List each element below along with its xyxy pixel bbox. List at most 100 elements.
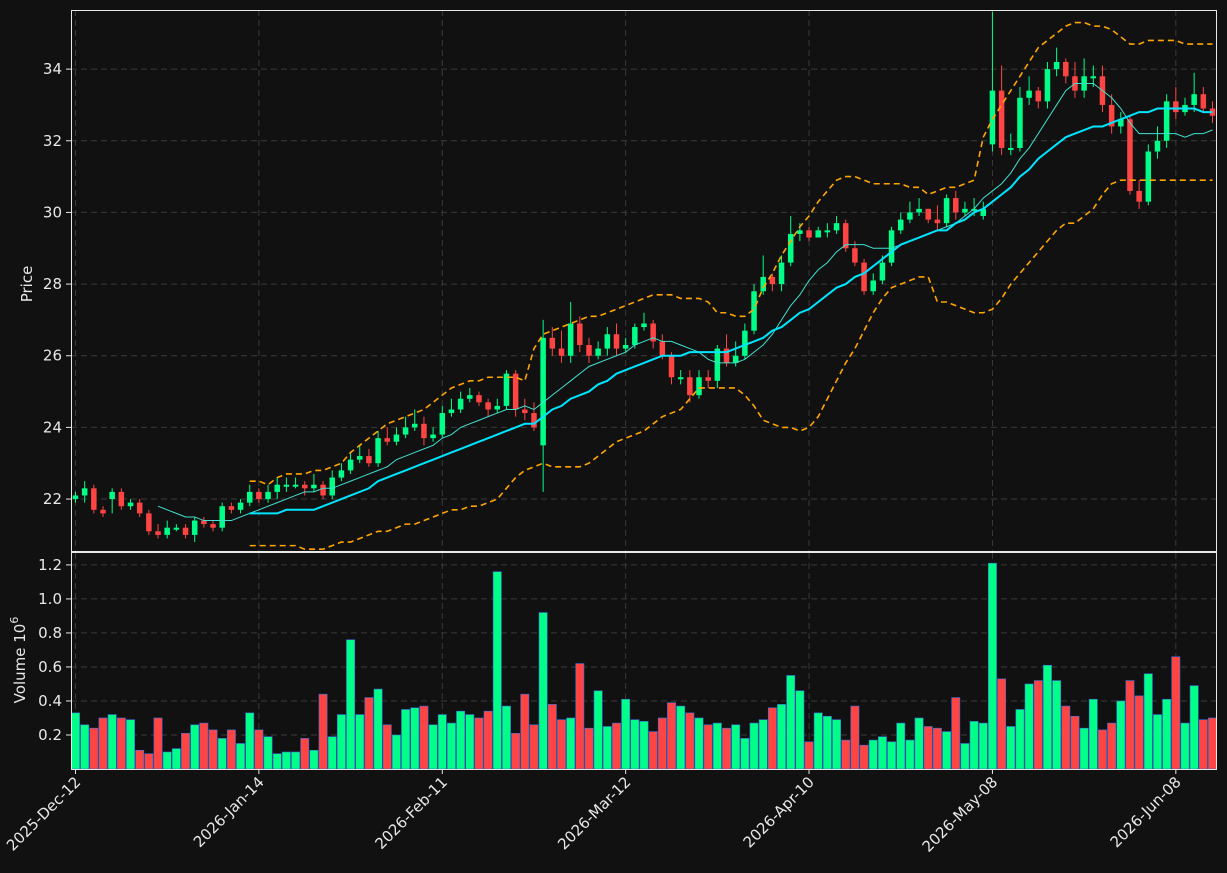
candle-body <box>567 323 574 356</box>
volume-bar <box>942 731 952 770</box>
volume-bar <box>1052 680 1062 770</box>
volume-tick-label: 0.6 <box>38 658 62 676</box>
volume-bar <box>1107 722 1117 770</box>
volume-bar <box>98 717 108 770</box>
volume-bar <box>557 719 566 770</box>
volume-axis-title: Volume <box>11 648 29 704</box>
candle-body <box>705 377 711 381</box>
candle-body <box>1108 104 1115 127</box>
candle-body <box>760 276 766 292</box>
candle-body <box>888 230 895 263</box>
bollinger-upper-band <box>249 21 1213 486</box>
candle-body <box>1044 69 1051 102</box>
volume-bar <box>612 722 621 770</box>
candle-body <box>1026 90 1032 98</box>
volume-bar <box>483 710 493 770</box>
candle-body <box>806 230 812 238</box>
candle-body <box>1154 140 1161 152</box>
candle-body <box>164 527 170 535</box>
candle-body <box>1136 190 1142 202</box>
price-tick-label: 26 <box>43 347 62 365</box>
candle-body <box>136 502 143 514</box>
volume-bar <box>71 712 80 770</box>
candle-body <box>604 334 611 349</box>
candle-body <box>256 491 262 500</box>
candle-body <box>742 330 748 356</box>
candle-body <box>1127 119 1133 191</box>
volume-bar <box>236 743 245 770</box>
candle-body <box>714 348 721 381</box>
candle-body <box>430 434 436 439</box>
candle-body <box>1118 119 1124 127</box>
volume-bar <box>1098 729 1107 770</box>
volume-bar <box>1061 705 1071 770</box>
volume-bar <box>364 697 374 770</box>
candle-body <box>421 423 427 439</box>
price-axis-label: Price <box>18 266 36 303</box>
price-tick-label: 32 <box>43 132 62 150</box>
volume-bar <box>300 738 310 770</box>
volume-bar <box>254 729 264 770</box>
volume-bar <box>1125 680 1135 770</box>
volume-bar <box>1134 695 1144 770</box>
candle-body <box>91 488 97 510</box>
volume-bar <box>731 724 741 770</box>
price-panel-frame <box>71 10 1217 552</box>
volume-scale-base: 10 <box>11 624 29 643</box>
volume-bar <box>767 707 777 770</box>
volume-bar <box>621 698 631 770</box>
volume-bar <box>181 732 190 770</box>
candle-body <box>467 395 473 399</box>
volume-bar <box>969 721 979 770</box>
candle-body <box>1200 94 1207 109</box>
candle-body <box>998 90 1005 148</box>
volume-bar <box>281 751 291 770</box>
candle-body <box>384 438 391 442</box>
volume-tick-label: 0.2 <box>38 726 62 744</box>
volume-tick-label: 1.0 <box>38 590 62 608</box>
candle-body <box>962 208 968 213</box>
candle-body <box>916 208 922 213</box>
price-axis-ticks: 22 24 26 28 30 32 34 <box>43 60 71 508</box>
volume-bar <box>199 722 209 770</box>
volume-bar <box>291 751 300 770</box>
candle-body <box>448 409 455 414</box>
candle-body <box>155 531 161 535</box>
candle-body <box>109 491 115 500</box>
candle-body <box>237 502 244 510</box>
volume-bar <box>1043 664 1052 770</box>
candle-body <box>1191 94 1197 105</box>
volume-bar <box>171 748 181 770</box>
volume-bar <box>502 705 511 770</box>
candle-body <box>971 208 977 211</box>
volume-bar <box>465 714 475 770</box>
volume-bar <box>813 712 823 770</box>
candle-body <box>246 491 253 503</box>
volume-bar <box>272 753 282 770</box>
volume-bar <box>208 729 218 770</box>
volume-bar <box>932 727 942 770</box>
candle-body <box>320 484 326 496</box>
candle-body <box>439 413 446 435</box>
candle-body <box>457 398 464 410</box>
volume-bar <box>923 726 933 770</box>
volume-bar <box>190 724 200 770</box>
volume-bar <box>327 736 337 770</box>
candle-body <box>531 413 537 428</box>
candle-body <box>1053 61 1060 70</box>
volume-bar <box>841 739 851 770</box>
volume-tick-label: 1.2 <box>38 556 62 574</box>
volume-bar <box>1006 726 1016 770</box>
volume-bar <box>135 749 145 770</box>
volume-bar <box>694 717 704 770</box>
volume-bar <box>1162 698 1172 770</box>
candlesticks <box>72 11 1216 543</box>
volume-bar <box>1070 715 1080 770</box>
volume-bar <box>547 704 557 770</box>
candle-body <box>347 459 354 471</box>
volume-bar <box>1198 719 1208 770</box>
candle-body <box>228 506 235 510</box>
price-tick-label: 30 <box>43 203 62 221</box>
candle-body <box>146 513 152 532</box>
